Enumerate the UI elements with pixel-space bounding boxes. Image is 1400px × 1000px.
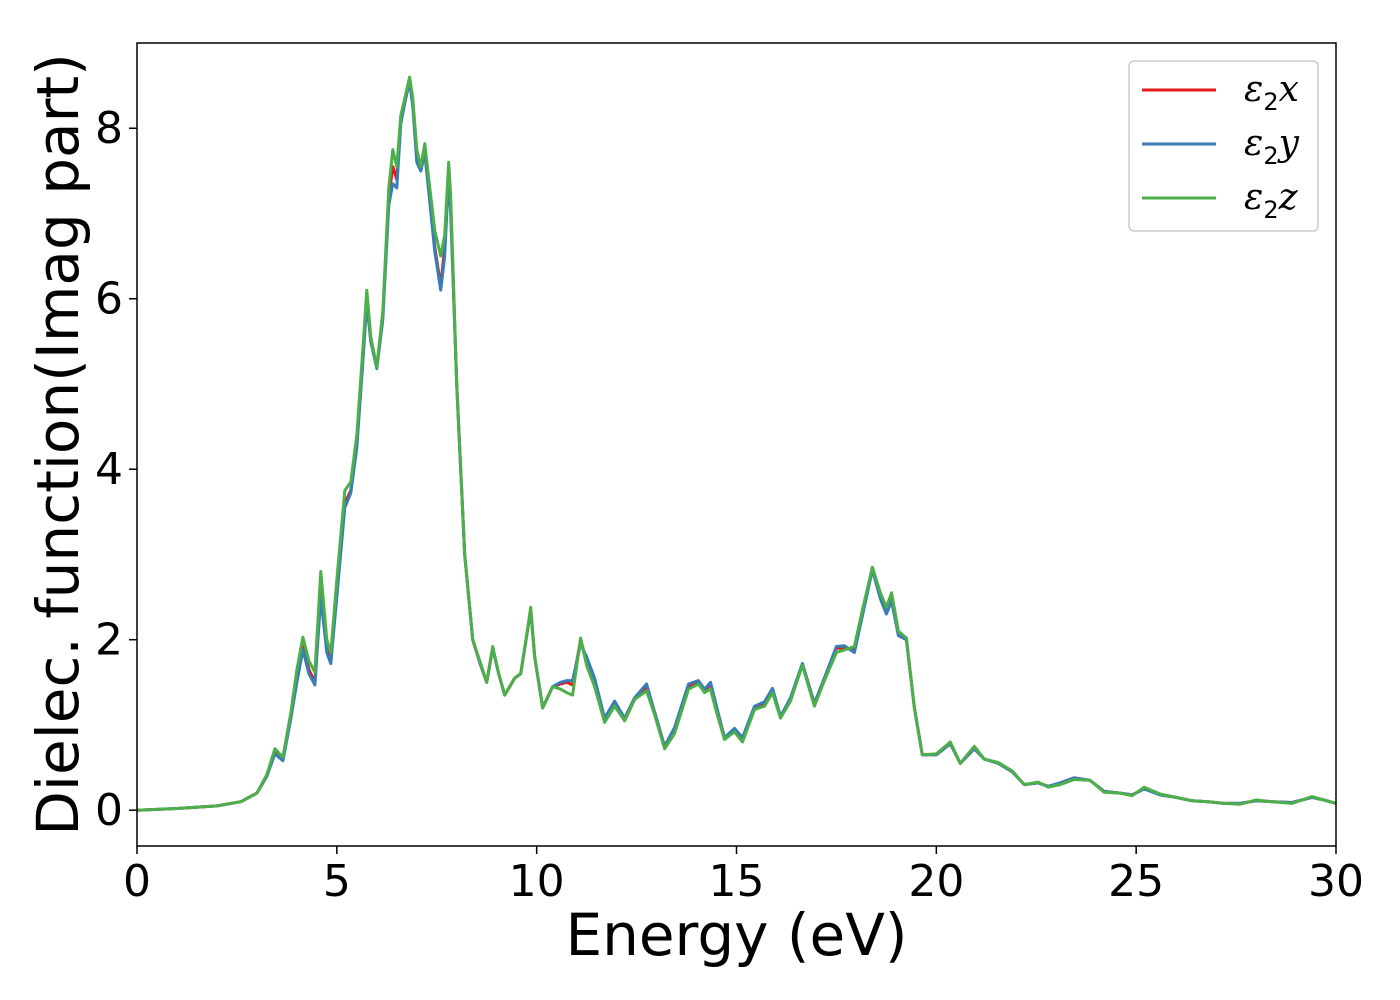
legend-label-z: ε2z (1244, 177, 1299, 224)
x-tick-label: 10 (509, 856, 565, 907)
y-tick-label: 0 (95, 785, 123, 836)
x-tick-label: 25 (1108, 856, 1164, 907)
legend-label-x: ε2x (1244, 69, 1299, 116)
y-tick-label: 6 (95, 274, 123, 325)
x-axis-label: Energy (eV) (565, 901, 907, 969)
y-axis-label: Dielec. function(Imag part) (24, 53, 92, 836)
x-tick-label: 15 (709, 856, 765, 907)
y-tick-label: 4 (95, 444, 123, 495)
legend-label-y: ε2y (1244, 123, 1300, 170)
legend: ε2x ε2y ε2z (1128, 60, 1319, 232)
x-tick-label: 5 (323, 856, 351, 907)
series-line-z (136, 75, 1337, 812)
x-tick-label: 30 (1308, 856, 1364, 907)
y-tick-label: 8 (95, 103, 123, 154)
y-tick-label: 2 (95, 615, 123, 666)
x-axis-ticks: 0 5 10 15 20 25 30 (123, 846, 1364, 907)
legend-box (1128, 60, 1319, 232)
x-tick-label: 0 (123, 856, 151, 907)
y-axis-ticks: 0 2 4 6 8 (95, 103, 137, 836)
x-tick-label: 20 (908, 856, 964, 907)
series-layer (136, 75, 1337, 812)
